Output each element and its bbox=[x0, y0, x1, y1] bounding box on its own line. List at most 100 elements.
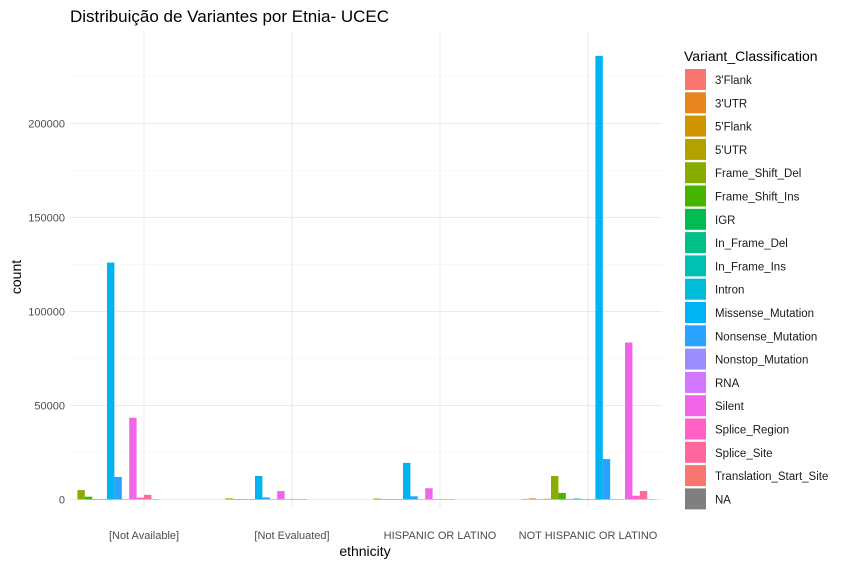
bar-3-utr-4 bbox=[528, 498, 537, 500]
legend-key bbox=[685, 208, 706, 230]
legend-label: 3'Flank bbox=[715, 75, 752, 87]
x-axis: [Not Available] [Not Evaluated] HISPANIC O… bbox=[109, 530, 658, 542]
bar-frame-shift-del-1 bbox=[77, 490, 85, 500]
bar-translation-start-site-2 bbox=[299, 499, 307, 500]
bar-splice-region-3 bbox=[432, 499, 440, 500]
legend-label: Splice_Site bbox=[715, 448, 773, 460]
legend-key bbox=[685, 232, 706, 254]
bar-frame-shift-ins-1 bbox=[84, 496, 93, 500]
bar-nonsense-mutation-2 bbox=[262, 497, 270, 500]
bar-nonstop-mutation-2 bbox=[269, 499, 278, 500]
y-tick-label: 0 bbox=[59, 495, 65, 507]
legend-label: IGR bbox=[715, 215, 735, 227]
legend-label: Intron bbox=[715, 285, 744, 297]
legend-key bbox=[685, 302, 706, 323]
bar-in-frame-del-3 bbox=[388, 499, 396, 500]
bar-in-frame-ins-1 bbox=[99, 499, 107, 500]
legend-key bbox=[685, 69, 706, 90]
bar-translation-start-site-3 bbox=[447, 499, 455, 500]
y-axis: 0 50000 100000 150000 200000 bbox=[28, 119, 65, 507]
bar-5-utr-4 bbox=[543, 498, 551, 500]
bar-in-frame-del-2 bbox=[240, 499, 248, 500]
legend-label: Nonsense_Mutation bbox=[715, 331, 817, 343]
legend-key bbox=[685, 138, 706, 160]
legend-key bbox=[685, 418, 706, 440]
bar-translation-start-site-4 bbox=[647, 499, 655, 500]
bar-frame-shift-ins-2 bbox=[232, 499, 241, 500]
y-tick-label: 50000 bbox=[34, 401, 65, 413]
x-tick-label: [Not Evaluated] bbox=[254, 530, 329, 542]
legend-key bbox=[685, 488, 706, 510]
legend-title: Variant_Classification bbox=[684, 48, 818, 64]
bar-silent-2 bbox=[277, 491, 285, 500]
legend-key bbox=[685, 115, 706, 137]
bar-in-frame-ins-2 bbox=[247, 499, 255, 500]
bar-splice-site-3 bbox=[440, 499, 448, 500]
bar-splice-site-4 bbox=[639, 491, 648, 500]
y-tick-label: 150000 bbox=[28, 213, 65, 225]
y-axis-title: count bbox=[8, 260, 24, 294]
legend-label: Frame_Shift_Ins bbox=[715, 192, 800, 204]
legend-label: 3'UTR bbox=[715, 98, 747, 110]
legend-key bbox=[685, 348, 706, 370]
bar-in-frame-del-1 bbox=[92, 499, 100, 500]
x-tick-label: HISPANIC OR LATINO bbox=[384, 530, 497, 542]
y-tick-label: 100000 bbox=[28, 307, 65, 319]
y-tick-label: 200000 bbox=[28, 119, 65, 131]
bar-intron-4 bbox=[588, 499, 596, 500]
bar-3-flank-4 bbox=[521, 498, 529, 500]
bar-frame-shift-ins-4 bbox=[558, 492, 566, 500]
bar-nonsense-mutation-4 bbox=[602, 459, 611, 500]
bar-in-frame-ins-4 bbox=[580, 499, 588, 500]
bar-splice-site-1 bbox=[144, 494, 152, 500]
bar-5-flank-4 bbox=[536, 499, 544, 500]
legend-label: 5'Flank bbox=[715, 122, 752, 134]
bar-splice-region-1 bbox=[136, 497, 144, 500]
bar-in-frame-del-4 bbox=[573, 498, 581, 500]
legend-label: In_Frame_Del bbox=[715, 238, 788, 250]
bars bbox=[77, 55, 655, 500]
bar-nonsense-mutation-1 bbox=[114, 476, 122, 500]
x-tick-label: NOT HISPANIC OR LATINO bbox=[519, 530, 658, 542]
bar-missense-mutation-3 bbox=[403, 462, 411, 500]
grid-lines bbox=[70, 32, 662, 508]
legend-label: 5'UTR bbox=[715, 145, 747, 157]
bar-silent-3 bbox=[425, 488, 433, 500]
legend-label: In_Frame_Ins bbox=[715, 261, 786, 273]
bar-frame-shift-del-4 bbox=[551, 476, 559, 500]
bar-splice-region-4 bbox=[632, 495, 640, 500]
legend-key bbox=[685, 92, 706, 114]
legend-key bbox=[685, 325, 706, 347]
bar-nonstop-mutation-4 bbox=[610, 499, 618, 500]
legend: Variant_Classification 3'Flank 3'UTR 5'Fla… bbox=[684, 48, 828, 510]
bar-in-frame-ins-3 bbox=[395, 499, 403, 500]
legend-label: Frame_Shift_Del bbox=[715, 168, 801, 180]
bar-translation-start-site-1 bbox=[151, 499, 159, 500]
bar-frame-shift-del-3 bbox=[373, 498, 381, 500]
bar-missense-mutation-2 bbox=[255, 476, 263, 500]
legend-label: Splice_Region bbox=[715, 425, 789, 437]
bar-rna-4 bbox=[617, 499, 625, 500]
legend-key bbox=[685, 441, 706, 463]
legend-label: Nonstop_Mutation bbox=[715, 355, 808, 367]
bar-nonstop-mutation-1 bbox=[121, 499, 130, 500]
bar-silent-1 bbox=[129, 417, 137, 500]
legend-label: Silent bbox=[715, 401, 745, 413]
legend-label: NA bbox=[715, 494, 731, 506]
legend-key bbox=[685, 278, 706, 300]
chart-title: Distribuição de Variantes por Etnia- UCE… bbox=[70, 7, 389, 26]
bar-splice-region-2 bbox=[284, 499, 292, 500]
legend-key bbox=[685, 371, 706, 393]
legend-label: Translation_Start_Site bbox=[715, 471, 828, 483]
bar-splice-site-2 bbox=[292, 498, 300, 500]
legend-label: Missense_Mutation bbox=[715, 308, 814, 320]
bar-frame-shift-ins-3 bbox=[380, 499, 389, 500]
bar-missense-mutation-1 bbox=[107, 262, 115, 500]
legend-label: RNA bbox=[715, 378, 740, 390]
bar-frame-shift-del-2 bbox=[225, 498, 233, 500]
x-tick-label: [Not Available] bbox=[109, 530, 179, 542]
legend-key bbox=[685, 162, 706, 184]
legend-key bbox=[685, 465, 706, 487]
bar-nonsense-mutation-3 bbox=[410, 496, 418, 500]
